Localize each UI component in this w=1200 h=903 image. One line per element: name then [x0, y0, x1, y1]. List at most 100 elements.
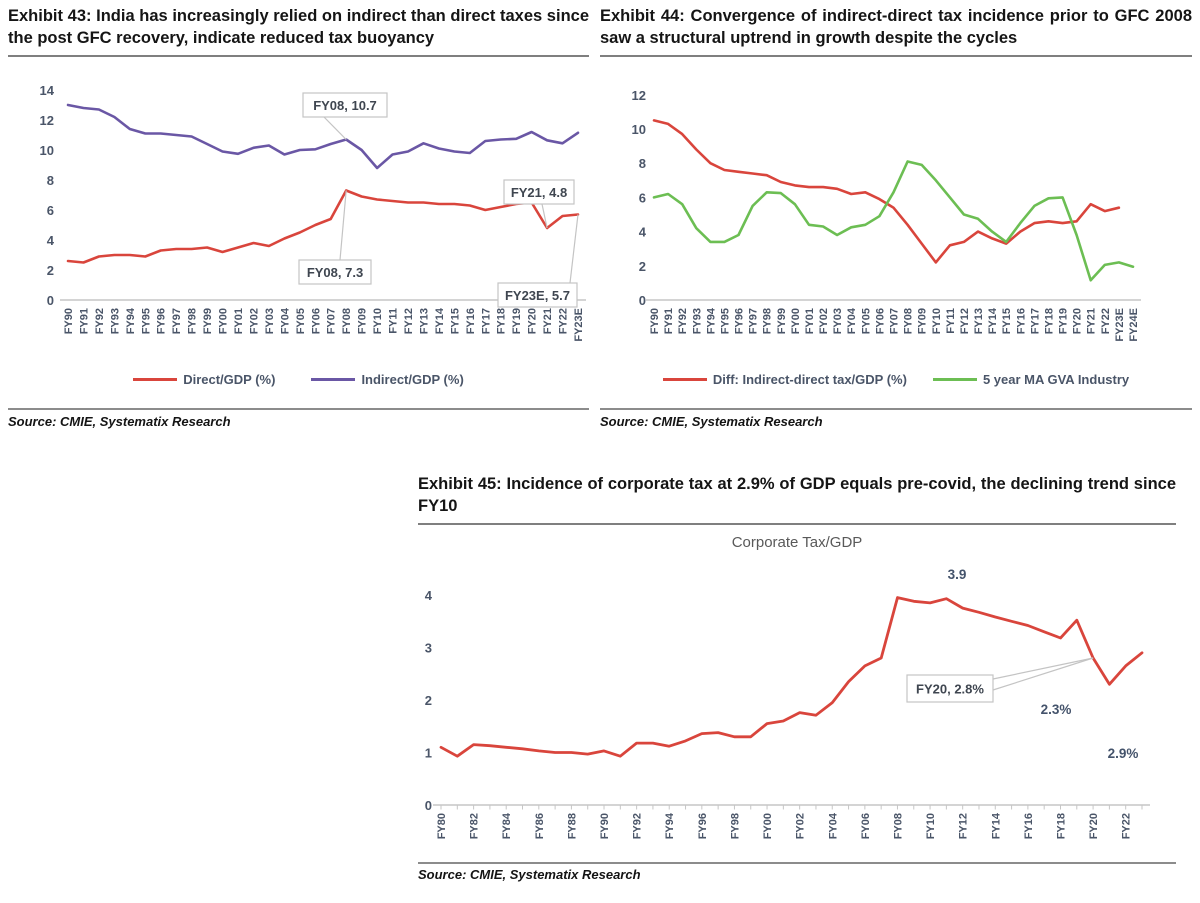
x-axis-label: FY16: [465, 308, 477, 334]
y-axis-label: 4: [425, 588, 433, 603]
exhibit-43-panel: Exhibit 43: India has increasingly relie…: [8, 6, 589, 452]
y-axis-label: 8: [47, 173, 54, 188]
x-axis-label: FY21: [1086, 308, 1098, 334]
x-axis-label: FY05: [860, 308, 872, 334]
x-axis-label: FY00: [762, 813, 774, 839]
x-axis-label: FY21: [542, 308, 554, 334]
x-axis-label: FY86: [534, 813, 546, 839]
divider: [8, 408, 589, 410]
exhibit-45-panel: Exhibit 45: Incidence of corporate tax a…: [418, 474, 1176, 894]
x-axis-label: FY04: [279, 307, 291, 334]
y-axis-label: 2: [639, 259, 646, 274]
x-axis-label: FY15: [1001, 308, 1013, 334]
x-axis-label: FY00: [790, 308, 802, 334]
x-axis-label: FY95: [140, 308, 152, 334]
x-axis-label: FY90: [649, 308, 661, 334]
x-axis-label: FY03: [264, 308, 276, 334]
callout-leader-line: [339, 190, 347, 261]
callout-label: FY23E, 5.7: [505, 288, 570, 303]
y-axis-label: 4: [639, 225, 647, 240]
x-axis-label: FY14: [987, 307, 999, 334]
exhibit-44-legend: Diff: Indirect-direct tax/GDP (%) 5 year…: [600, 372, 1192, 387]
legend-label: Direct/GDP (%): [183, 372, 276, 387]
x-axis-label: FY06: [860, 813, 872, 839]
x-axis-label: FY02: [248, 308, 260, 334]
exhibit-44-source: Source: CMIE, Systematix Research: [600, 414, 823, 429]
x-axis-label: FY06: [874, 308, 886, 334]
callout-box: [298, 259, 372, 285]
x-axis-label: FY91: [663, 308, 675, 334]
x-axis-label: FY16: [1023, 813, 1035, 839]
x-axis-label: FY92: [94, 308, 106, 334]
x-axis-label: FY92: [632, 813, 644, 839]
callout-label: FY21, 4.8: [511, 185, 567, 200]
x-axis-label: FY10: [925, 813, 937, 839]
y-axis-label: 12: [40, 113, 54, 128]
x-axis-label: FY02: [795, 813, 807, 839]
point-label: 2.9%: [1108, 746, 1139, 761]
callout-label: FY08, 10.7: [313, 98, 377, 113]
x-axis-label: FY23E: [1114, 308, 1126, 342]
x-axis-label: FY82: [469, 813, 481, 839]
y-axis-label: 6: [639, 190, 646, 205]
x-axis-label: FY80: [436, 813, 448, 839]
x-axis-label: FY05: [295, 308, 307, 334]
x-axis-label: FY90: [599, 813, 611, 839]
y-axis-label: 14: [40, 83, 55, 98]
x-axis-label: FY96: [156, 308, 168, 334]
legend-label: Indirect/GDP (%): [361, 372, 464, 387]
legend-item-diff-tax: Diff: Indirect-direct tax/GDP (%): [662, 372, 907, 387]
legend-label: 5 year MA GVA Industry: [982, 372, 1130, 387]
legend-item-indirect-gdp: Indirect/GDP (%): [311, 372, 464, 387]
exhibit-43-source: Source: CMIE, Systematix Research: [8, 414, 231, 429]
x-axis-label: FY20: [1088, 813, 1100, 839]
point-label: 3.9: [948, 567, 967, 582]
callout-leader-line: [541, 203, 548, 229]
y-axis-label: 0: [639, 293, 646, 308]
x-axis-label: FY19: [1058, 308, 1070, 334]
x-axis-label: FY08: [892, 813, 904, 839]
x-axis-label: FY22: [558, 308, 570, 334]
y-axis-label: 10: [40, 143, 54, 158]
y-axis-label: 0: [425, 798, 432, 813]
x-axis-label: FY15: [449, 308, 461, 334]
divider: [600, 408, 1192, 410]
x-axis-label: FY97: [171, 308, 183, 334]
x-axis-label: FY11: [945, 308, 957, 334]
x-axis-label: FY96: [697, 813, 709, 839]
x-axis-label: FY94: [705, 307, 717, 334]
x-axis-label: FY17: [480, 308, 492, 334]
y-axis-label: 10: [632, 122, 646, 137]
x-axis-label: FY20: [1072, 308, 1084, 334]
x-axis-label: FY12: [403, 308, 415, 334]
x-axis-label: FY88: [566, 813, 578, 839]
x-axis-label: FY84: [501, 812, 513, 839]
x-axis-label: FY13: [973, 308, 985, 334]
callout-box: [302, 92, 388, 118]
x-axis-label: FY14: [434, 307, 446, 334]
x-axis-label: FY04: [846, 307, 858, 334]
x-axis-label: FY11: [388, 308, 400, 334]
x-axis-label: FY17: [1029, 308, 1041, 334]
y-axis-label: 6: [47, 203, 54, 218]
exhibit-43-legend: Direct/GDP (%) Indirect/GDP (%): [8, 372, 589, 387]
x-axis-label: FY90: [63, 308, 75, 334]
x-axis-label: FY10: [931, 308, 943, 334]
legend-item-direct-gdp: Direct/GDP (%): [133, 372, 275, 387]
x-axis-label: FY09: [917, 308, 929, 334]
x-axis-label: FY95: [719, 308, 731, 334]
series-line-1: [66, 103, 580, 170]
x-axis-label: FY16: [1015, 308, 1027, 334]
legend-item-gva-industry: 5 year MA GVA Industry: [932, 372, 1130, 387]
x-axis-label: FY23E: [573, 308, 585, 342]
x-axis-label: FY10: [372, 308, 384, 334]
x-axis-label: FY12: [959, 308, 971, 334]
point-label: 2.3%: [1041, 702, 1072, 717]
series-line-0: [439, 596, 1144, 758]
x-axis-label: FY03: [832, 308, 844, 334]
x-axis-label: FY93: [691, 308, 703, 334]
exhibit-45-source: Source: CMIE, Systematix Research: [418, 867, 641, 882]
